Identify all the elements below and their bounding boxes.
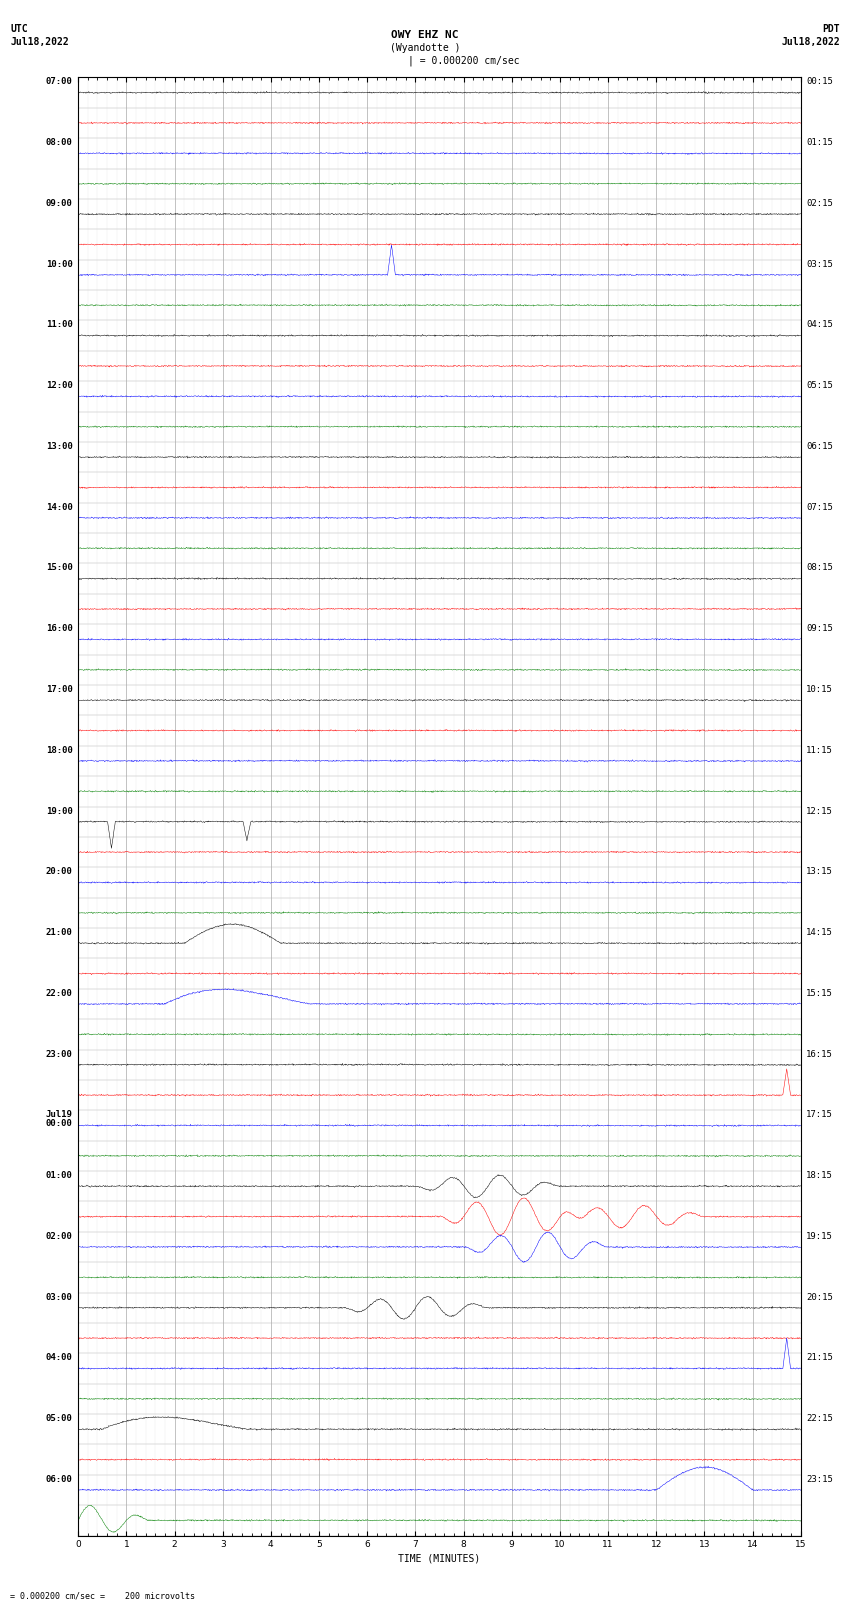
- Text: 22:15: 22:15: [807, 1415, 833, 1423]
- Text: 01:15: 01:15: [807, 139, 833, 147]
- Text: 06:00: 06:00: [46, 1474, 72, 1484]
- Text: 17:15: 17:15: [807, 1110, 833, 1119]
- Text: 18:00: 18:00: [46, 745, 72, 755]
- Text: Jul18,2022: Jul18,2022: [10, 37, 69, 47]
- Text: 19:00: 19:00: [46, 806, 72, 816]
- Text: = 0.000200 cm/sec =    200 microvolts: = 0.000200 cm/sec = 200 microvolts: [10, 1590, 196, 1600]
- Text: OWY EHZ NC: OWY EHZ NC: [391, 29, 459, 39]
- Text: 11:15: 11:15: [807, 745, 833, 755]
- Text: | = 0.000200 cm/sec: | = 0.000200 cm/sec: [408, 55, 519, 66]
- Text: 03:15: 03:15: [807, 260, 833, 269]
- Text: 16:00: 16:00: [46, 624, 72, 634]
- Text: 23:00: 23:00: [46, 1050, 72, 1058]
- Text: 17:00: 17:00: [46, 686, 72, 694]
- Text: Jul19
00:00: Jul19 00:00: [46, 1110, 72, 1127]
- Text: 15:15: 15:15: [807, 989, 833, 998]
- Text: 09:15: 09:15: [807, 624, 833, 634]
- Text: 22:00: 22:00: [46, 989, 72, 998]
- Text: 14:15: 14:15: [807, 927, 833, 937]
- Text: UTC: UTC: [10, 24, 28, 34]
- Text: 07:15: 07:15: [807, 503, 833, 511]
- Text: 05:15: 05:15: [807, 381, 833, 390]
- Text: 18:15: 18:15: [807, 1171, 833, 1181]
- Text: 08:00: 08:00: [46, 139, 72, 147]
- Text: 16:15: 16:15: [807, 1050, 833, 1058]
- Text: 23:15: 23:15: [807, 1474, 833, 1484]
- Text: 20:00: 20:00: [46, 868, 72, 876]
- Text: 15:00: 15:00: [46, 563, 72, 573]
- Text: 20:15: 20:15: [807, 1292, 833, 1302]
- Text: 13:15: 13:15: [807, 868, 833, 876]
- Text: 10:00: 10:00: [46, 260, 72, 269]
- Text: 13:00: 13:00: [46, 442, 72, 452]
- Text: 00:15: 00:15: [807, 77, 833, 87]
- Text: 21:00: 21:00: [46, 927, 72, 937]
- Text: 01:00: 01:00: [46, 1171, 72, 1181]
- Text: 19:15: 19:15: [807, 1232, 833, 1240]
- Text: 21:15: 21:15: [807, 1353, 833, 1363]
- Text: PDT: PDT: [822, 24, 840, 34]
- Text: 12:00: 12:00: [46, 381, 72, 390]
- Text: 04:15: 04:15: [807, 321, 833, 329]
- Text: (Wyandotte ): (Wyandotte ): [390, 44, 460, 53]
- Text: 11:00: 11:00: [46, 321, 72, 329]
- Text: Jul18,2022: Jul18,2022: [781, 37, 840, 47]
- Text: 08:15: 08:15: [807, 563, 833, 573]
- Text: 12:15: 12:15: [807, 806, 833, 816]
- Text: 04:00: 04:00: [46, 1353, 72, 1363]
- Text: 03:00: 03:00: [46, 1292, 72, 1302]
- Text: 09:00: 09:00: [46, 198, 72, 208]
- Text: 06:15: 06:15: [807, 442, 833, 452]
- Text: 02:15: 02:15: [807, 198, 833, 208]
- X-axis label: TIME (MINUTES): TIME (MINUTES): [399, 1553, 480, 1563]
- Text: 07:00: 07:00: [46, 77, 72, 87]
- Text: 14:00: 14:00: [46, 503, 72, 511]
- Text: 02:00: 02:00: [46, 1232, 72, 1240]
- Text: 10:15: 10:15: [807, 686, 833, 694]
- Text: 05:00: 05:00: [46, 1415, 72, 1423]
